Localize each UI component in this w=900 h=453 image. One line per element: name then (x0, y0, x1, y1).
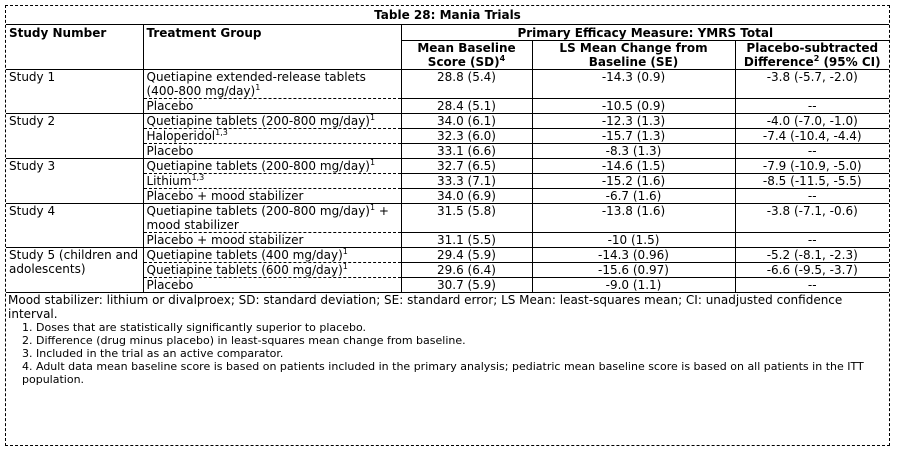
header-change: LS Mean Change from Baseline (SE) (532, 40, 736, 70)
difference-cell: -6.6 (-9.5, -3.7) (735, 262, 889, 278)
change-cell: -14.6 (1.5) (532, 158, 736, 174)
difference-cell: -- (735, 98, 889, 114)
difference-cell: -7.9 (-10.9, -5.0) (735, 158, 889, 174)
difference-cell: -3.8 (-5.7, -2.0) (735, 69, 889, 99)
baseline-cell: 29.6 (6.4) (401, 262, 533, 278)
footnote-2: 2. Difference (drug minus placebo) in le… (22, 334, 466, 347)
baseline-cell: 29.4 (5.9) (401, 247, 533, 263)
change-cell: -14.3 (0.9) (532, 69, 736, 99)
study-cell: Study 1 (6, 69, 144, 114)
baseline-cell: 33.1 (6.6) (401, 143, 533, 159)
treatment-cell: Quetiapine tablets (200-800 mg/day)1 + m… (143, 203, 402, 233)
baseline-cell: 32.7 (6.5) (401, 158, 533, 174)
difference-cell: -- (735, 232, 889, 248)
study-cell: Study 5 (children and adolescents) (6, 247, 144, 292)
baseline-cell: 31.5 (5.8) (401, 203, 533, 233)
change-cell: -12.3 (1.3) (532, 113, 736, 129)
study-cell: Study 2 (6, 113, 144, 159)
baseline-cell: 28.4 (5.1) (401, 98, 533, 114)
treatment-cell: Placebo (143, 98, 402, 114)
treatment-cell: Placebo (143, 143, 402, 159)
treatment-cell: Quetiapine tablets (400 mg/day)1 (143, 247, 402, 263)
difference-cell: -- (735, 143, 889, 159)
change-cell: -8.3 (1.3) (532, 143, 736, 159)
table-row: Quetiapine tablets (600 mg/day)1 29.6 (6.… (6, 262, 889, 278)
baseline-cell: 33.3 (7.1) (401, 173, 533, 189)
footnote-intro: Mood stabilizer: lithium or divalproex; … (8, 293, 843, 321)
baseline-cell: 30.7 (5.9) (401, 277, 533, 292)
table-row: Study 1 Quetiapine extended-release table… (6, 69, 889, 114)
difference-cell: -8.5 (-11.5, -5.5) (735, 173, 889, 189)
difference-cell: -- (735, 277, 889, 292)
header-study: Study Number (6, 25, 144, 70)
baseline-cell: 28.8 (5.4) (401, 69, 533, 99)
treatment-cell: Quetiapine tablets (200-800 mg/day)1 (143, 113, 402, 129)
change-cell: -9.0 (1.1) (532, 277, 736, 292)
change-cell: -6.7 (1.6) (532, 188, 736, 204)
table-row: Lithium1,3 33.3 (7.1) -15.2 (1.6) -8.5 (-11… (6, 173, 889, 189)
treatment-cell: Quetiapine extended-release tablets (400… (143, 69, 402, 99)
treatment-cell: Lithium1,3 (143, 173, 402, 189)
difference-cell: -4.0 (-7.0, -1.0) (735, 113, 889, 129)
footnote-1: 1. Doses that are statistically signific… (22, 321, 366, 334)
table-row: Placebo + mood stabilizer 31.1 (5.5) -10 (… (6, 232, 889, 248)
baseline-cell: 34.0 (6.1) (401, 113, 533, 129)
change-cell: -14.3 (0.96) (532, 247, 736, 263)
header-treatment: Treatment Group (143, 25, 402, 70)
change-cell: -10.5 (0.9) (532, 98, 736, 114)
treatment-cell: Quetiapine tablets (200-800 mg/day)1 (143, 158, 402, 174)
change-cell: -15.2 (1.6) (532, 173, 736, 189)
table-row: Study 2 Quetiapine tablets (200-800 mg/da… (6, 113, 889, 159)
header-primary-measure: Primary Efficacy Measure: YMRS Total (401, 25, 889, 41)
treatment-cell: Quetiapine tablets (600 mg/day)1 (143, 262, 402, 278)
table-row: Study 4 Quetiapine tablets (200-800 mg/da… (6, 203, 889, 248)
difference-cell: -7.4 (-10.4, -4.4) (735, 128, 889, 144)
difference-cell: -3.8 (-7.1, -0.6) (735, 203, 889, 233)
table-title: Table 28: Mania Trials (6, 6, 889, 25)
footnote-4: 4. Adult data mean baseline score is bas… (22, 360, 864, 386)
table-row: Placebo 30.7 (5.9) -9.0 (1.1) -- (6, 277, 889, 292)
treatment-cell: Haloperidol1,3 (143, 128, 402, 144)
table-row: Haloperidol1,3 32.3 (6.0) -15.7 (1.3) -7.4 … (6, 128, 889, 144)
treatment-cell: Placebo + mood stabilizer (143, 188, 402, 204)
change-cell: -15.7 (1.3) (532, 128, 736, 144)
header-baseline: Mean Baseline Score (SD)4 (401, 40, 533, 70)
table-row: Study 5 (children and adolescents) Quetia… (6, 247, 889, 292)
change-cell: -15.6 (0.97) (532, 262, 736, 278)
table-row: Placebo 33.1 (6.6) -8.3 (1.3) -- (6, 143, 889, 159)
table-row: Placebo 28.4 (5.1) -10.5 (0.9) -- (6, 98, 889, 114)
baseline-cell: 34.0 (6.9) (401, 188, 533, 204)
change-cell: -13.8 (1.6) (532, 203, 736, 233)
table-row: Study 3 Quetiapine tablets (200-800 mg/da… (6, 158, 889, 204)
study-cell: Study 3 (6, 158, 144, 204)
study-cell: Study 4 (6, 203, 144, 248)
difference-cell: -- (735, 188, 889, 204)
mania-trials-table: Study Number Treatment Group Primary Eff… (6, 25, 889, 292)
footnote-3: 3. Included in the trial as an active co… (22, 347, 284, 360)
footnotes: Mood stabilizer: lithium or divalproex; … (6, 292, 889, 386)
baseline-cell: 32.3 (6.0) (401, 128, 533, 144)
treatment-cell: Placebo (143, 277, 402, 292)
table-frame: Table 28: Mania Trials Study Number Trea… (5, 5, 890, 446)
table-row: Placebo + mood stabilizer 34.0 (6.9) -6.7 … (6, 188, 889, 204)
change-cell: -10 (1.5) (532, 232, 736, 248)
baseline-cell: 31.1 (5.5) (401, 232, 533, 248)
treatment-cell: Placebo + mood stabilizer (143, 232, 402, 248)
difference-cell: -5.2 (-8.1, -2.3) (735, 247, 889, 263)
header-placebo-subtracted: Placebo-subtracted Difference2 (95% CI) (743, 41, 881, 69)
